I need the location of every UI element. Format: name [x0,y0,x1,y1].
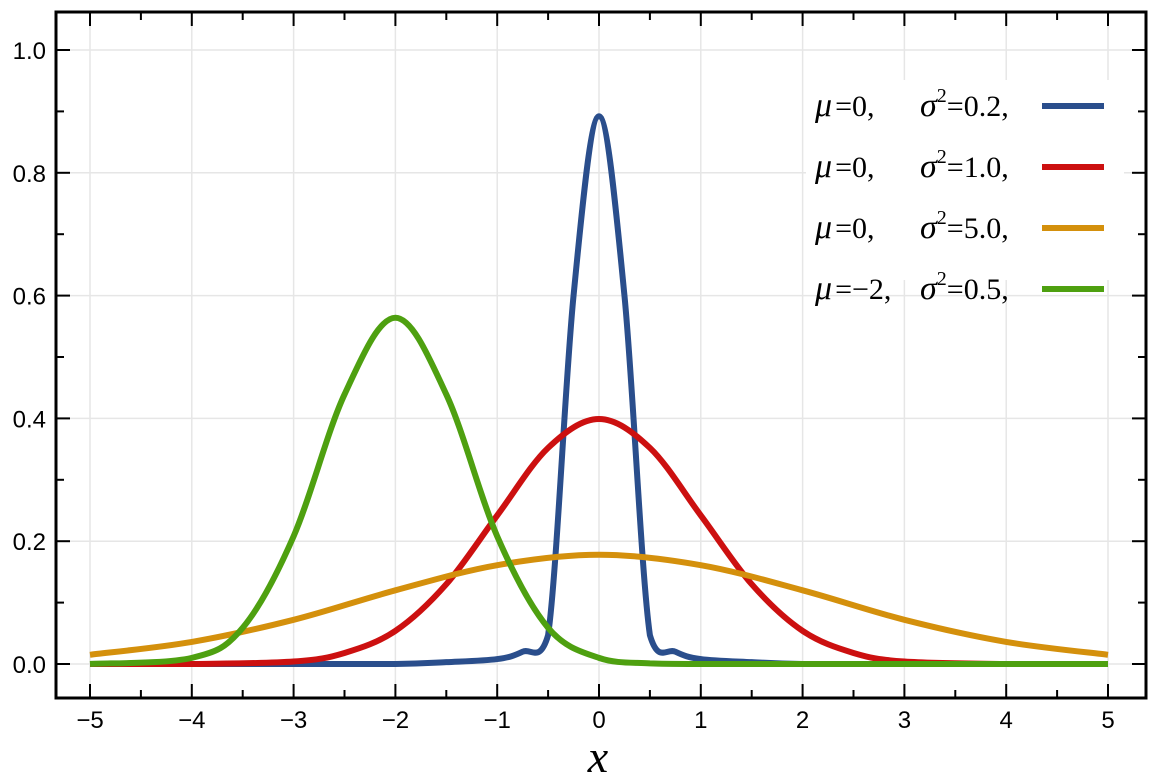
x-tick-labels: −5 −4 −3 −2 −1 0 1 2 3 4 5 [76,707,1114,734]
legend-entry-4: μ =−2, σ2=0.5, [814,268,1104,307]
legend-background [806,80,1124,280]
series-line-3 [89,551,1109,658]
x-tick-label: 5 [1101,707,1114,734]
legend-sigma-text: σ2=0.2, [920,85,1009,124]
x-axis-label: x [587,731,609,782]
legend: μ =0, σ2=0.2, μ =0, σ2=1.0, μ =0, σ2=5.0, μ =−2, σ2… [806,80,1124,307]
x-tick-label: 2 [796,707,809,734]
y-tick-label: 0.6 [13,284,46,311]
x-tick-label: 3 [898,707,911,734]
x-tick-label: −3 [280,707,307,734]
x-tick-label: −4 [178,707,205,734]
y-tick-labels: 0.0 0.2 0.4 0.6 0.8 1.0 [13,38,46,679]
legend-mu-text: μ =0, [814,209,875,246]
legend-entry-3: μ =0, σ2=5.0, [814,207,1104,246]
legend-mu-text: μ =−2, [814,270,891,307]
x-tick-label: −5 [76,707,103,734]
x-tick-label: 0 [592,707,605,734]
y-tick-label: 0.0 [13,652,46,679]
series-line-2 [90,416,1108,667]
legend-mu-text: μ =0, [814,87,875,124]
axis-ticks [56,12,1146,698]
series-line-4 [89,314,1108,667]
legend-sigma-text: σ2=1.0, [920,146,1009,185]
y-tick-label: 1.0 [13,38,46,65]
y-tick-label: 0.4 [13,406,46,433]
legend-sigma-text: σ2=0.5, [920,268,1009,307]
x-tick-label: 4 [1000,707,1013,734]
plot-frame [54,10,1148,700]
legend-mu-text: μ =0, [814,148,875,185]
x-tick-label: 1 [694,707,707,734]
x-tick-label: −1 [484,707,511,734]
y-tick-label: 0.8 [13,161,46,188]
legend-entry-1: μ =0, σ2=0.2, [814,85,1104,124]
curves [89,113,1109,667]
legend-entry-2: μ =0, σ2=1.0, [814,146,1104,185]
x-tick-label: −2 [382,707,409,734]
y-tick-label: 0.2 [13,529,46,556]
legend-sigma-text: σ2=5.0, [920,207,1009,246]
